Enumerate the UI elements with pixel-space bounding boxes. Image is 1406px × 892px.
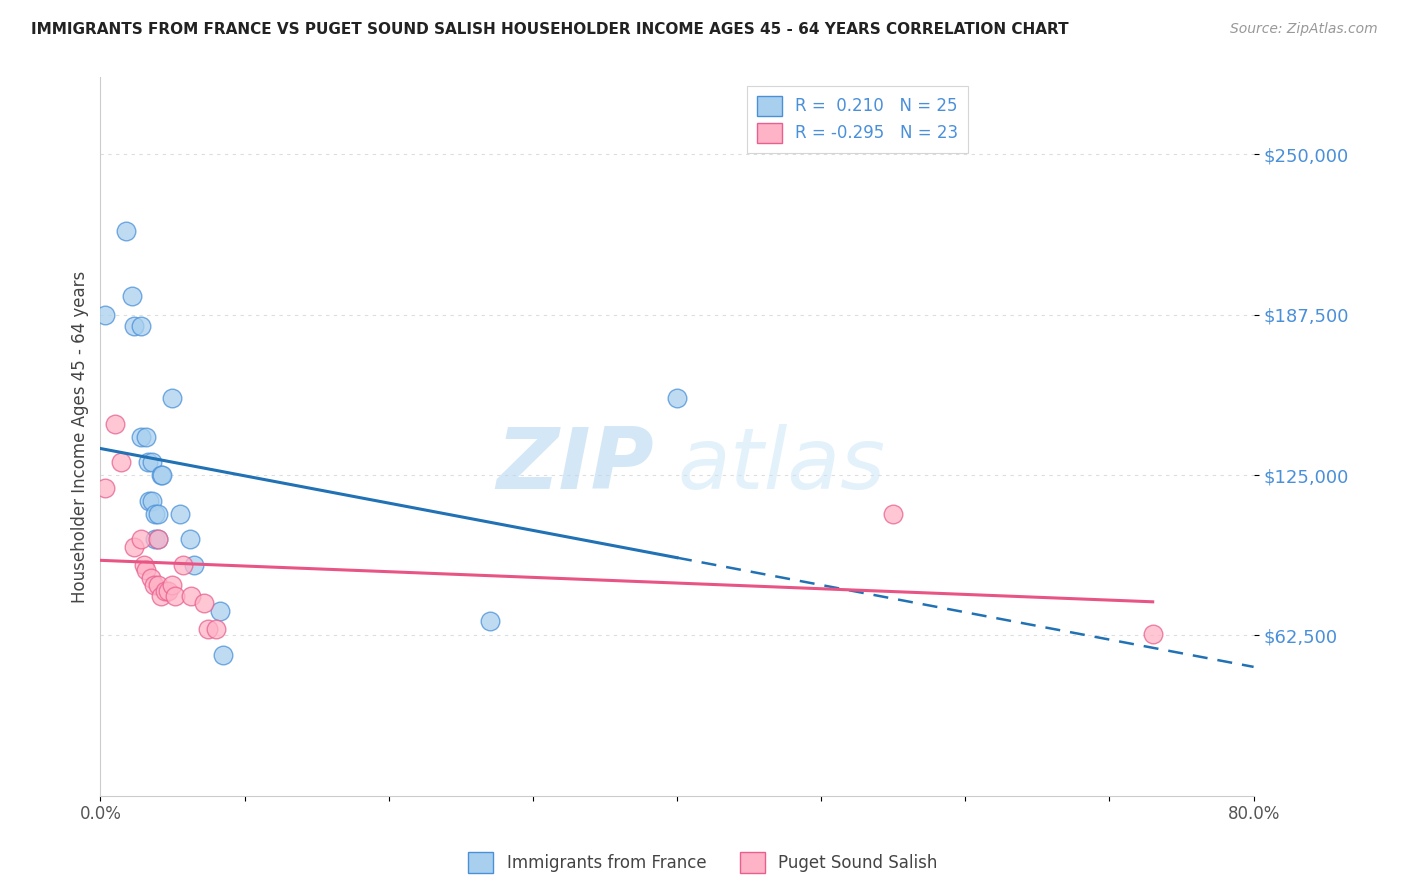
Point — [180, 589, 202, 603]
Point — [135, 563, 157, 577]
Point — [172, 558, 194, 572]
Point — [146, 533, 169, 547]
Point — [142, 578, 165, 592]
Point — [665, 391, 688, 405]
Point — [146, 507, 169, 521]
Point — [204, 622, 226, 636]
Point — [141, 455, 163, 469]
Point — [129, 533, 152, 547]
Point — [93, 308, 115, 322]
Text: Source: ZipAtlas.com: Source: ZipAtlas.com — [1230, 22, 1378, 37]
Point — [1142, 627, 1164, 641]
Point — [149, 468, 172, 483]
Point — [179, 533, 201, 547]
Point — [165, 589, 187, 603]
Point — [104, 417, 127, 431]
Y-axis label: Householder Income Ages 45 - 64 years: Householder Income Ages 45 - 64 years — [72, 270, 89, 603]
Point — [143, 533, 166, 547]
Point — [129, 429, 152, 443]
Point — [129, 319, 152, 334]
Point — [146, 578, 169, 592]
Point — [478, 615, 501, 629]
Point — [121, 288, 143, 302]
Point — [197, 622, 219, 636]
Point — [146, 533, 169, 547]
Point — [150, 468, 173, 483]
Point — [143, 507, 166, 521]
Point — [93, 481, 115, 495]
Text: ZIP: ZIP — [496, 424, 654, 507]
Text: IMMIGRANTS FROM FRANCE VS PUGET SOUND SALISH HOUSEHOLDER INCOME AGES 45 - 64 YEA: IMMIGRANTS FROM FRANCE VS PUGET SOUND SA… — [31, 22, 1069, 37]
Point — [169, 507, 191, 521]
Point — [183, 558, 205, 572]
Point — [157, 583, 180, 598]
Point — [135, 429, 157, 443]
Point — [208, 604, 231, 618]
Text: atlas: atlas — [676, 424, 884, 507]
Point — [136, 455, 159, 469]
Legend: Immigrants from France, Puget Sound Salish: Immigrants from France, Puget Sound Sali… — [461, 846, 945, 880]
Point — [149, 589, 172, 603]
Point — [110, 455, 132, 469]
Point — [882, 507, 904, 521]
Point — [162, 578, 184, 592]
Point — [132, 558, 155, 572]
Point — [193, 596, 215, 610]
Point — [155, 583, 177, 598]
Point — [122, 319, 145, 334]
Point — [162, 391, 184, 405]
Point — [122, 540, 145, 554]
Point — [212, 648, 235, 662]
Point — [115, 224, 138, 238]
Point — [141, 493, 163, 508]
Point — [139, 571, 162, 585]
Legend: R =  0.210   N = 25, R = -0.295   N = 23: R = 0.210 N = 25, R = -0.295 N = 23 — [747, 86, 969, 153]
Point — [138, 493, 160, 508]
